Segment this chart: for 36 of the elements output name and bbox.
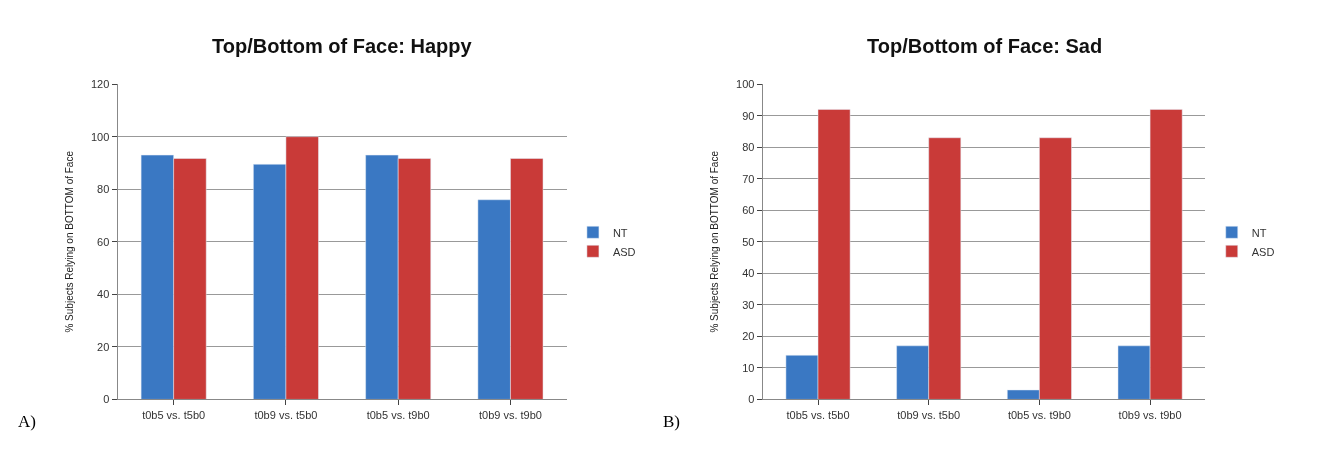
y-tick-label: 90 [742, 109, 755, 122]
x-tick-label: t0b9 vs. t5b0 [897, 408, 961, 421]
x-tick-label: t0b5 vs. t5b0 [786, 408, 850, 421]
y-tick-label: 20 [97, 340, 110, 353]
y-tick-label: 0 [748, 393, 755, 406]
y-tick-label: 40 [97, 288, 110, 301]
y-tick-label: 70 [742, 172, 755, 185]
y-tick-label: 60 [742, 204, 755, 217]
y-tick-label: 100 [90, 130, 110, 143]
y-tick-label: 120 [90, 78, 110, 91]
text: B) [663, 412, 680, 431]
x-tick-label: t0b5 vs. t9b0 [366, 408, 430, 421]
x-tick-label: t0b9 vs. t5b0 [254, 408, 318, 421]
x-tick-label: t0b5 vs. t9b0 [1007, 408, 1071, 421]
y-axis-title: % Subjects Relying on BOTTOM of Face [63, 150, 75, 333]
y-tick-label: 60 [97, 235, 110, 248]
x-tick-label: t0b9 vs. t9b0 [1118, 408, 1182, 421]
y-tick-label: 40 [742, 267, 755, 280]
y-tick-label: 10 [742, 361, 755, 374]
y-tick-label: 30 [742, 298, 755, 311]
y-tick-label: 0 [103, 393, 110, 406]
legend-label: NT [1251, 226, 1267, 239]
y-tick-label: 20 [742, 330, 755, 343]
legend-label: ASD [1251, 245, 1275, 258]
y-tick-label: 80 [97, 183, 110, 196]
y-tick-label: 80 [742, 141, 755, 154]
y-tick-label: 100 [736, 78, 755, 91]
x-tick-label: t0b9 vs. t9b0 [478, 408, 542, 421]
chart-title: Top/Bottom of Face: Sad [867, 35, 1103, 57]
y-axis-title: % Subjects Relying on BOTTOM of Face [709, 150, 721, 333]
text: A) [18, 412, 36, 431]
y-tick-label: 50 [742, 235, 755, 248]
x-tick-label: t0b5 vs. t5b0 [142, 408, 206, 421]
chart-title: Top/Bottom of Face: Happy [212, 35, 473, 57]
legend-label: NT [612, 226, 628, 239]
legend-label: ASD [612, 245, 636, 258]
